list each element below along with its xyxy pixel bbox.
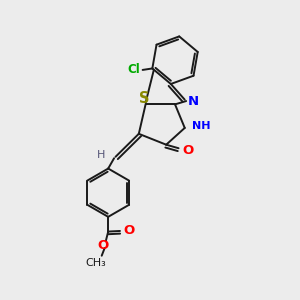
Text: O: O bbox=[98, 238, 109, 252]
Text: O: O bbox=[124, 224, 135, 237]
Text: S: S bbox=[139, 91, 149, 106]
Text: O: O bbox=[182, 144, 194, 157]
Text: NH: NH bbox=[192, 122, 211, 131]
Text: Cl: Cl bbox=[127, 63, 140, 76]
Text: CH₃: CH₃ bbox=[85, 258, 106, 268]
Text: N: N bbox=[188, 94, 199, 107]
Text: H: H bbox=[97, 150, 105, 160]
